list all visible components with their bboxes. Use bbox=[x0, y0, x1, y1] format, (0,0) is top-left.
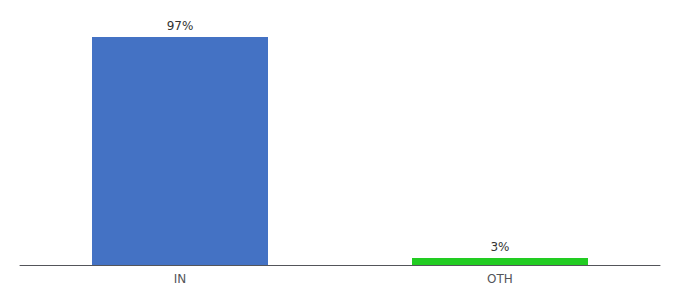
svg-text:OTH: OTH bbox=[487, 272, 513, 286]
svg-text:IN: IN bbox=[174, 272, 187, 286]
svg-text:97%: 97% bbox=[167, 19, 194, 33]
svg-text:3%: 3% bbox=[490, 240, 509, 254]
